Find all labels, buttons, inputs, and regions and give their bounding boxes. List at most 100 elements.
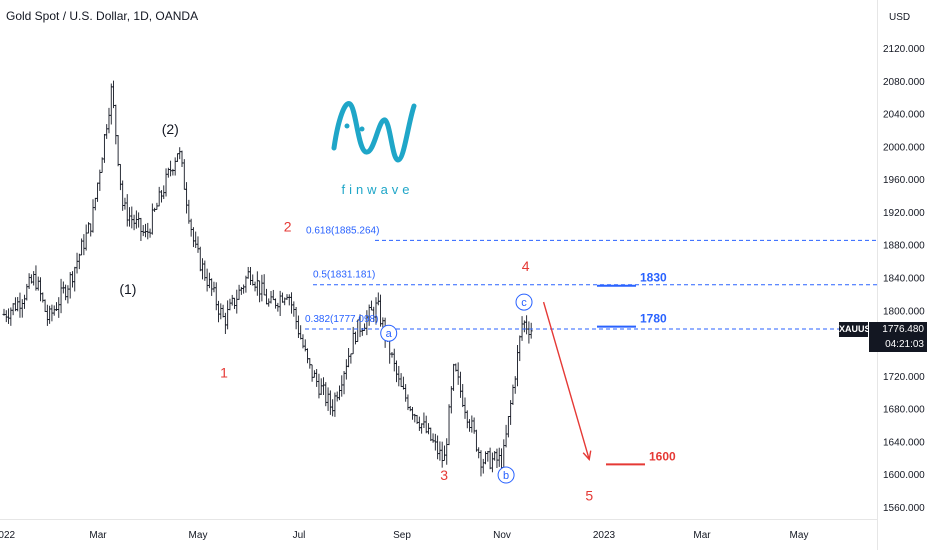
candle: [214, 282, 218, 311]
candle: [125, 194, 129, 227]
candle: [351, 326, 355, 355]
candle: [112, 80, 116, 109]
candle: [404, 384, 408, 402]
time-tick-label: Nov: [493, 530, 511, 541]
candle: [486, 450, 490, 462]
time-tick-label: 2022: [0, 530, 16, 541]
price-tick-label: 1920.000: [883, 208, 925, 219]
candle: [500, 448, 504, 471]
candle: [317, 373, 321, 399]
candle: [77, 253, 81, 270]
wave-label: 4: [522, 258, 530, 274]
candle: [84, 224, 88, 251]
candle: [349, 353, 353, 364]
price-tick-label: 2000.000: [883, 142, 925, 153]
candle: [194, 231, 198, 249]
price-tick-label: 2080.000: [883, 77, 925, 88]
fibonacci-retracement[interactable]: 0.618(1885.264) 0.5(1831.181) 0.382(1777.0…: [305, 225, 877, 330]
time-tick-label: Jul: [293, 530, 306, 541]
candle: [143, 223, 147, 238]
candle: [337, 385, 341, 401]
candle: [221, 304, 225, 318]
candle: [118, 163, 122, 191]
price-axis[interactable]: USD 2120.000 2080.000 2040.000 2000.000 1960.…: [883, 12, 925, 514]
candle: [91, 199, 95, 233]
candle: [114, 104, 118, 145]
candle: [246, 266, 250, 279]
candlestick-series: [2, 80, 533, 478]
candle: [290, 292, 294, 314]
candle: [347, 348, 351, 368]
target-label: 1830: [640, 271, 667, 285]
candle: [178, 147, 182, 160]
candle: [226, 300, 230, 330]
candle: [116, 134, 120, 167]
candle: [328, 390, 332, 415]
target-levels[interactable]: 1830 1780 1600: [597, 271, 676, 466]
chart-title: Gold Spot / U.S. Dollar, 1D, OANDA: [6, 9, 199, 23]
projection-arrow-shaft[interactable]: [542, 301, 590, 460]
candle: [180, 150, 184, 167]
candle: [395, 360, 399, 383]
candle: [20, 299, 24, 318]
time-axis[interactable]: 2022 Mar May Jul Sep Nov 2023 Mar May: [0, 530, 808, 541]
candle: [70, 271, 74, 288]
candle: [381, 317, 385, 328]
candle: [438, 441, 442, 461]
candle: [223, 312, 227, 334]
candle: [205, 268, 209, 292]
candle: [173, 157, 177, 176]
candle: [495, 448, 499, 468]
candle: [11, 303, 15, 316]
candle: [75, 252, 79, 274]
candle: [306, 348, 310, 364]
candle: [525, 315, 529, 335]
candle: [7, 308, 11, 324]
candle: [392, 348, 396, 372]
candle: [379, 294, 383, 327]
candle: [376, 292, 380, 306]
price-tick-label: 1680.000: [883, 405, 925, 416]
candle: [529, 322, 533, 339]
candle: [96, 182, 100, 202]
wave-label: 3: [440, 467, 448, 483]
candle: [518, 335, 522, 362]
candle: [48, 305, 52, 324]
candle: [456, 362, 460, 385]
candle: [212, 281, 216, 293]
symbol-tag: XAUUSD: [839, 322, 877, 337]
candle: [278, 290, 282, 317]
candle: [132, 214, 136, 231]
candle: [436, 435, 440, 460]
candle: [230, 294, 234, 306]
candle: [128, 207, 132, 227]
time-tick-label: 2023: [593, 530, 616, 541]
circled-wave-label: c: [515, 293, 533, 311]
candle: [228, 298, 232, 311]
candle: [52, 305, 56, 316]
wave-label: 1: [220, 364, 228, 380]
candle: [45, 304, 49, 326]
candle: [260, 274, 264, 302]
candle: [515, 345, 519, 387]
price-tick-label: 1600.000: [883, 470, 925, 481]
candle: [207, 272, 211, 289]
projection-arrow[interactable]: [542, 301, 592, 462]
candle: [280, 292, 284, 303]
candle: [102, 133, 106, 163]
candle: [32, 271, 36, 286]
price-tick-label: 2120.000: [883, 44, 925, 55]
candle: [452, 363, 456, 391]
fib-level-label: 0.5(1831.181): [313, 270, 375, 281]
candle: [294, 306, 298, 330]
price-tick-label: 1800.000: [883, 306, 925, 317]
candle: [420, 423, 424, 434]
candle: [264, 288, 268, 305]
candle: [322, 377, 326, 395]
candle: [219, 303, 223, 320]
candle: [390, 351, 394, 358]
price-tick-label: 1840.000: [883, 274, 925, 285]
candle: [57, 297, 61, 318]
time-tick-label: Mar: [89, 530, 107, 541]
